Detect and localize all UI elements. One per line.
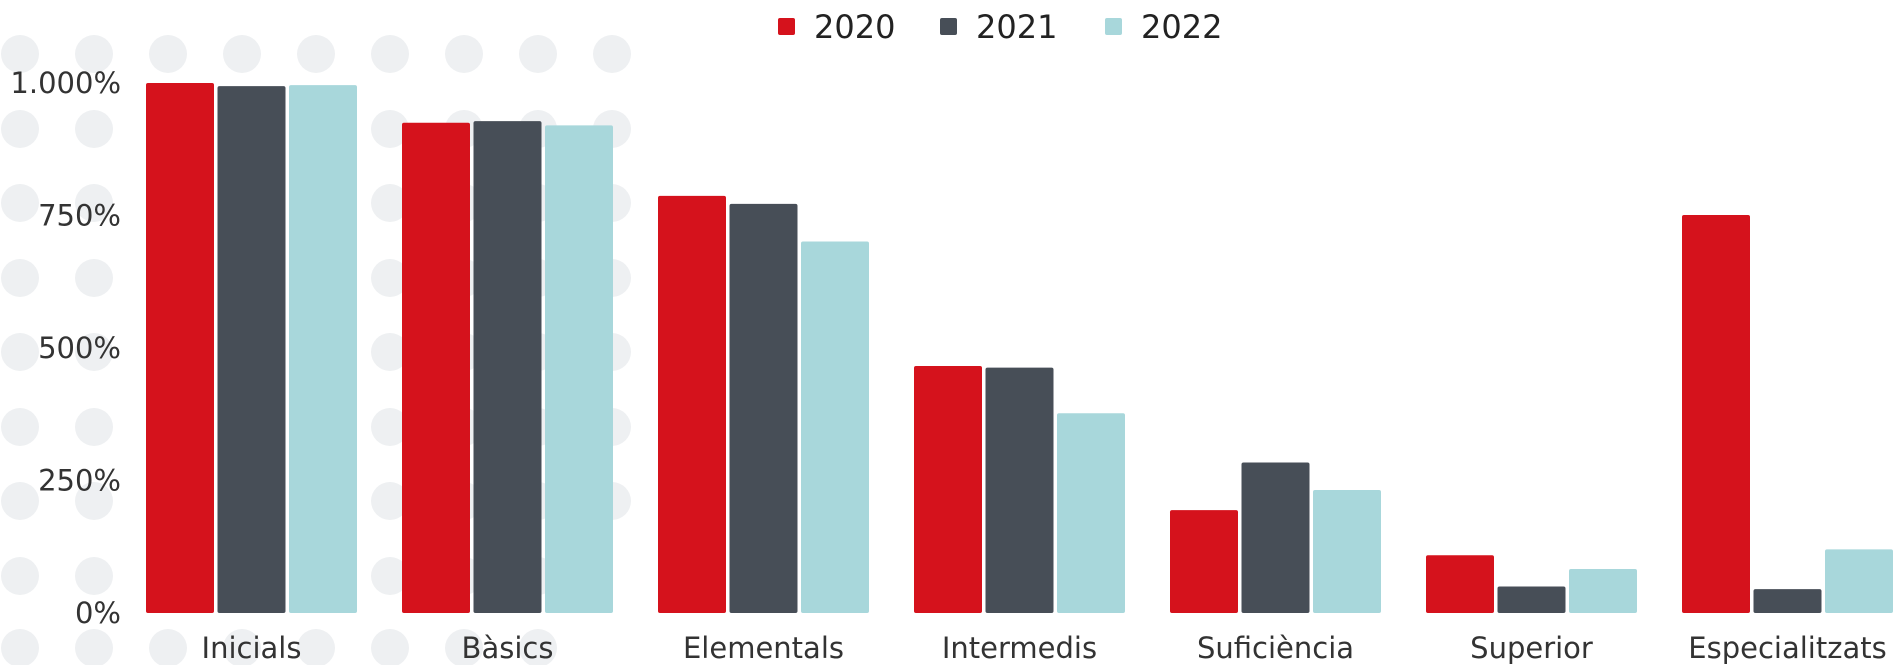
background-dot [75,629,113,665]
background-dot [519,629,557,665]
background-dot [1,482,39,520]
x-tick-label: Intermedis [942,631,1097,665]
background-dot [371,557,409,595]
bar-2020-Superior [1426,555,1494,613]
background-dot [75,110,113,148]
x-tick-label: Especialitzats [1688,631,1886,665]
background-dot [1,259,39,297]
x-axis: Inicials Bàsics Elementals Intermedis Sufici… [202,631,1887,665]
legend: 2020 2021 2022 [778,8,1222,46]
background-dot [75,557,113,595]
y-tick-label: 750% [38,199,121,233]
background-dot [297,35,335,73]
bar-2021-Superior [1497,586,1566,613]
background-dot [1,333,39,371]
bar-2020-Bàsics [402,122,470,613]
bar-2021-Bàsics [473,121,542,613]
background-dot [75,35,113,73]
background-dot [371,482,409,520]
bar-2022-Bàsics [545,125,613,614]
legend-item-2022: 2022 [1105,8,1222,46]
background-dot [223,35,261,73]
bar-2022-Elementals [801,241,869,613]
bar-2022-Intermedis [1057,413,1125,613]
background-dot [75,333,113,371]
legend-label: 2020 [814,8,895,46]
legend-label: 2022 [1141,8,1222,46]
bar-2022-Especialitzats [1825,549,1893,613]
x-tick-label: Bàsics [462,631,554,665]
legend-item-2021: 2021 [940,8,1057,46]
background-dot [75,184,113,222]
bar-2021-Intermedis [985,367,1054,613]
x-tick-label: Suficiència [1197,631,1354,665]
y-tick-label: 500% [38,331,121,365]
background-dot [445,35,483,73]
y-axis: 0% 250% 500% 750% 1.000% [10,66,121,630]
background-dot [1,629,39,665]
bar-2020-Elementals [658,195,726,613]
background-dot [371,184,409,222]
bar-2020-Intermedis [914,366,982,613]
legend-swatch [940,18,957,35]
background-dot [75,482,113,520]
bar-2021-Suficiència [1241,462,1310,613]
background-dot [223,629,261,665]
background-dot [149,629,187,665]
bar-2020-Inicials [146,83,214,613]
background-dot [593,35,631,73]
x-tick-label: Superior [1470,631,1593,665]
background-dot [1,557,39,595]
background-dot [371,408,409,446]
background-dot [371,110,409,148]
x-tick-label: Inicials [202,631,302,665]
background-dot [371,629,409,665]
legend-swatch [1105,18,1122,35]
bar-2022-Inicials [289,85,357,614]
background-dot [1,35,39,73]
background-dot [1,184,39,222]
legend-label: 2021 [976,8,1057,46]
y-tick-label: 0% [75,596,121,630]
background-dot [371,333,409,371]
bar-2020-Suficiència [1170,510,1238,613]
bar-2021-Especialitzats [1753,589,1822,613]
bar-2020-Especialitzats [1682,214,1750,613]
background-dot [1,408,39,446]
y-tick-label: 250% [38,464,121,498]
bars [146,83,1893,614]
background-dot [445,629,483,665]
background-dot [297,629,335,665]
background-dot [371,35,409,73]
legend-swatch [778,18,795,35]
bar-2021-Inicials [217,86,286,614]
background-dot [75,259,113,297]
x-tick-label: Elementals [683,631,844,665]
background-dot [75,408,113,446]
background-dot [149,35,187,73]
bar-2021-Elementals [729,203,798,613]
background-dot [1,110,39,148]
bar-2022-Superior [1569,569,1637,613]
bar-2022-Suficiència [1313,490,1381,613]
legend-item-2020: 2020 [778,8,895,46]
y-tick-label: 1.000% [10,66,121,100]
background-dot [371,259,409,297]
background-dot [519,35,557,73]
